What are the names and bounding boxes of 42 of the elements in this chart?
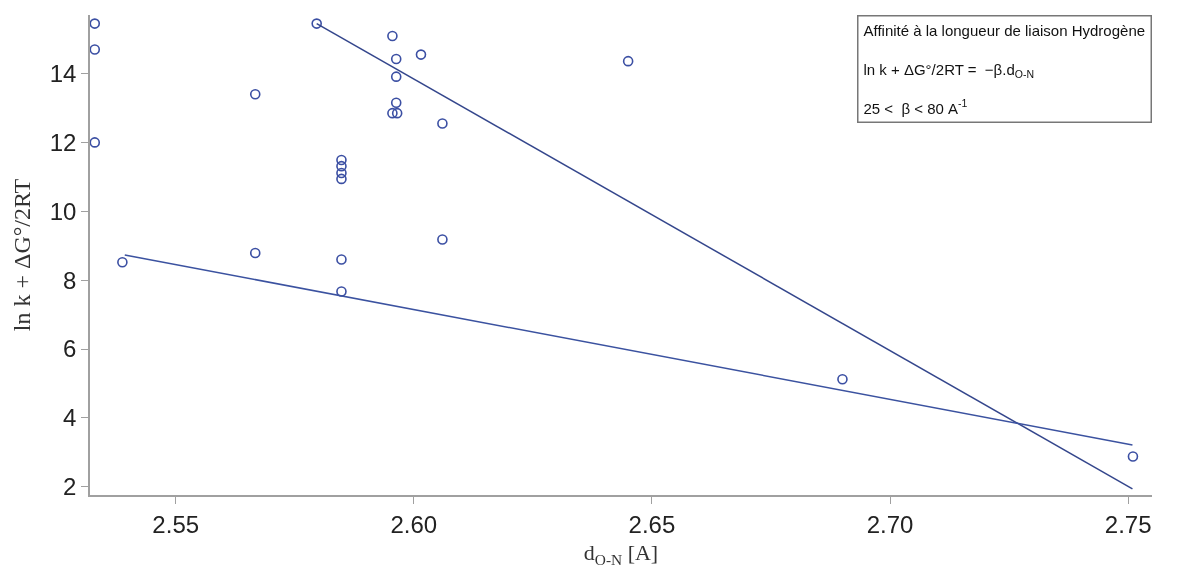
point — [415, 49, 427, 60]
y-tick-label: 14 — [49, 59, 77, 87]
point — [437, 234, 448, 245]
annotation: Affinité à la longueur de liaison Hydrogène — [863, 21, 1146, 39]
point — [437, 118, 448, 129]
point — [336, 154, 347, 166]
point — [90, 44, 101, 55]
y-tick-label: 6 — [63, 335, 77, 363]
point — [90, 137, 101, 148]
y-tick-label: 8 — [63, 266, 77, 294]
point — [336, 173, 347, 185]
point — [391, 107, 403, 119]
point — [336, 254, 347, 265]
x-tick-label: 2.60 — [390, 510, 438, 538]
x-axis-title: d$_{O-N}$ [A] — [583, 539, 659, 568]
point — [336, 167, 347, 179]
point — [387, 30, 398, 42]
point — [390, 71, 402, 82]
point — [837, 374, 848, 385]
annotation: 25 < β < 80 A$^{-1}$ — [863, 97, 968, 117]
y-tick-label: 4 — [63, 404, 77, 432]
point — [390, 53, 402, 65]
y-tick-label: 2 — [63, 473, 77, 501]
point — [90, 18, 101, 29]
y-axis-title: ln k + ΔG°/2RT — [9, 178, 36, 332]
point — [387, 107, 398, 119]
x-tick-label: 2.75 — [1104, 510, 1152, 538]
point — [249, 247, 261, 259]
y-tick-label: 10 — [49, 197, 77, 225]
y-tick-label: 12 — [49, 128, 77, 156]
annotation: ln k + ΔG°/2RT = −β.d$_{O-N}$ — [863, 60, 1034, 80]
point — [336, 160, 347, 172]
x-tick-label: 2.70 — [866, 510, 914, 538]
point — [336, 286, 347, 297]
x-tick-label: 2.55 — [152, 510, 200, 538]
point — [622, 55, 634, 67]
point — [249, 88, 261, 100]
point — [311, 18, 322, 29]
point — [117, 256, 128, 268]
x-tick-label: 2.65 — [628, 510, 676, 538]
point — [390, 97, 402, 109]
point — [1127, 451, 1139, 462]
